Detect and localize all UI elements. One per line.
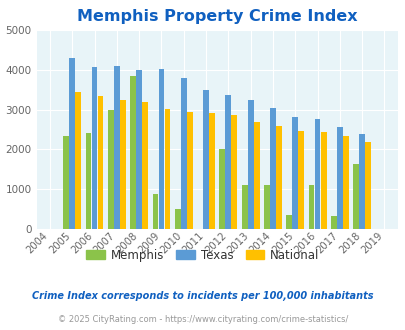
Bar [314,119,320,229]
Bar [63,136,69,229]
Bar [275,126,281,229]
Bar [263,185,269,229]
Bar [108,110,113,229]
Bar [164,109,170,229]
Bar [231,115,237,229]
Bar [186,112,192,229]
Bar [69,58,75,229]
Bar [130,76,136,229]
Bar [219,149,225,229]
Bar [136,70,142,229]
Bar [158,69,164,229]
Bar [92,67,97,229]
Bar [152,194,158,229]
Bar [342,136,348,229]
Bar [180,78,186,229]
Bar [330,216,336,229]
Bar [298,131,303,229]
Bar [320,132,326,229]
Bar [75,92,81,229]
Bar [85,133,91,229]
Bar [209,113,215,229]
Bar [119,100,126,229]
Legend: Memphis, Texas, National: Memphis, Texas, National [81,244,324,266]
Bar [247,100,253,229]
Text: Crime Index corresponds to incidents per 100,000 inhabitants: Crime Index corresponds to incidents per… [32,291,373,301]
Bar [175,209,180,229]
Bar [142,102,148,229]
Bar [114,66,119,229]
Bar [253,121,259,229]
Bar [202,90,209,229]
Bar [352,164,358,229]
Bar [364,142,370,229]
Bar [225,95,231,229]
Text: © 2025 CityRating.com - https://www.cityrating.com/crime-statistics/: © 2025 CityRating.com - https://www.city… [58,315,347,324]
Bar [269,108,275,229]
Bar [286,215,292,229]
Title: Memphis Property Crime Index: Memphis Property Crime Index [77,9,357,24]
Bar [336,127,342,229]
Bar [358,134,364,229]
Bar [241,184,247,229]
Bar [308,185,314,229]
Bar [98,96,103,229]
Bar [292,117,297,229]
